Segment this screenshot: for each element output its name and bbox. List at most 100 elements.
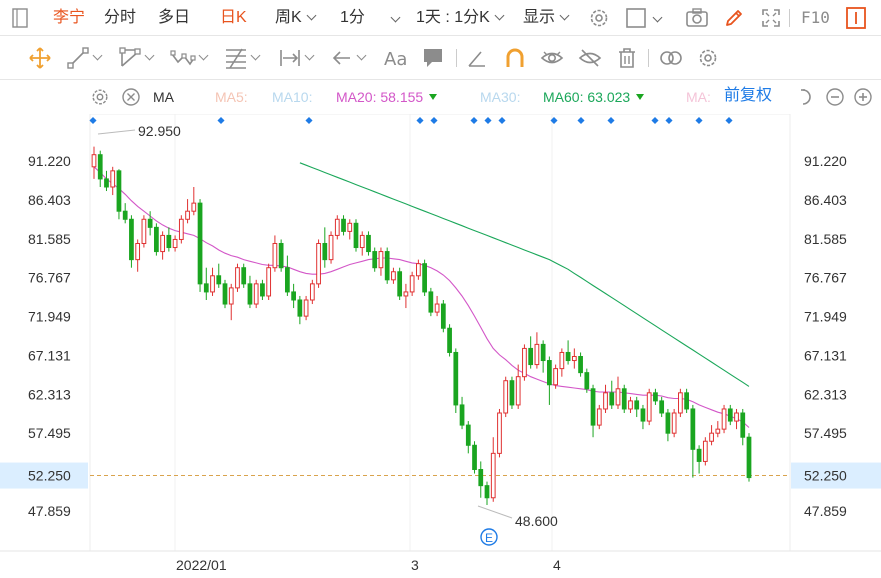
candle[interactable] bbox=[609, 380, 615, 409]
candle[interactable] bbox=[465, 421, 471, 454]
candle[interactable] bbox=[191, 186, 197, 216]
candle[interactable] bbox=[571, 348, 577, 369]
candle[interactable] bbox=[690, 404, 696, 478]
candle[interactable] bbox=[734, 408, 739, 430]
tab-zhouk[interactable]: 周K bbox=[275, 8, 317, 28]
camera-icon[interactable] bbox=[685, 7, 709, 34]
candle[interactable] bbox=[696, 445, 702, 474]
candle[interactable] bbox=[166, 227, 172, 252]
ma60-item[interactable]: MA60: 63.023 bbox=[543, 88, 645, 106]
trash-icon[interactable] bbox=[616, 46, 638, 70]
kline-chart[interactable]: 91.220 86.403 81.585 76.767 71.949 67.131 62.3… bbox=[0, 113, 881, 578]
comment-icon[interactable] bbox=[422, 46, 444, 70]
ma5-label[interactable]: MA5: bbox=[215, 89, 248, 105]
candle[interactable] bbox=[659, 396, 665, 418]
candle[interactable] bbox=[291, 283, 296, 309]
fib-icon[interactable] bbox=[224, 46, 261, 70]
candle[interactable] bbox=[110, 166, 116, 196]
candlesticks[interactable] bbox=[91, 146, 752, 506]
tab-duori[interactable]: 多日 bbox=[158, 9, 191, 26]
event-marker[interactable] bbox=[498, 116, 506, 125]
square-icon[interactable] bbox=[625, 7, 647, 34]
angle-icon[interactable] bbox=[466, 46, 488, 70]
candle[interactable] bbox=[347, 219, 353, 240]
candle[interactable] bbox=[241, 263, 247, 288]
candle[interactable] bbox=[328, 231, 334, 264]
restore-rights-label[interactable]: 前复权 bbox=[724, 87, 773, 104]
segment-icon[interactable] bbox=[66, 46, 103, 70]
candle[interactable] bbox=[253, 279, 259, 309]
candle[interactable] bbox=[228, 283, 234, 321]
candle[interactable] bbox=[322, 227, 328, 268]
candle[interactable] bbox=[628, 396, 633, 414]
event-marker[interactable] bbox=[725, 116, 733, 125]
candle[interactable] bbox=[434, 295, 440, 317]
candle[interactable] bbox=[384, 247, 390, 284]
move-icon[interactable] bbox=[28, 46, 52, 70]
candle[interactable] bbox=[378, 247, 384, 276]
zoom-out-icon[interactable] bbox=[825, 87, 845, 112]
ma-cut-label[interactable]: MA: bbox=[686, 89, 711, 105]
candle[interactable] bbox=[590, 384, 596, 438]
candle[interactable] bbox=[422, 259, 427, 296]
candle[interactable] bbox=[746, 433, 752, 482]
text-icon[interactable]: Aa bbox=[383, 46, 409, 70]
candle[interactable] bbox=[478, 461, 484, 498]
candle[interactable] bbox=[509, 376, 515, 409]
candle[interactable] bbox=[297, 295, 303, 325]
event-marker[interactable] bbox=[89, 116, 97, 125]
candle[interactable] bbox=[353, 219, 359, 252]
chevron-down-icon[interactable] bbox=[652, 12, 663, 23]
candle[interactable] bbox=[727, 404, 733, 426]
candle[interactable] bbox=[266, 263, 272, 300]
f10-button[interactable]: F10 bbox=[801, 8, 830, 27]
candle[interactable] bbox=[391, 267, 396, 284]
event-badge[interactable]: E bbox=[480, 528, 498, 546]
candle[interactable] bbox=[334, 215, 340, 240]
candle[interactable] bbox=[665, 408, 671, 442]
candle[interactable] bbox=[640, 404, 646, 430]
candle[interactable] bbox=[453, 348, 459, 414]
event-marker[interactable] bbox=[470, 116, 478, 125]
candle[interactable] bbox=[135, 239, 141, 272]
candle[interactable] bbox=[178, 215, 184, 244]
event-marker[interactable] bbox=[305, 116, 313, 125]
expand-icon[interactable] bbox=[760, 7, 782, 34]
candle[interactable] bbox=[235, 263, 240, 292]
gear-icon[interactable] bbox=[90, 87, 110, 112]
candle[interactable] bbox=[147, 211, 153, 236]
candle[interactable] bbox=[634, 396, 640, 418]
candle[interactable] bbox=[678, 388, 683, 418]
candle[interactable] bbox=[116, 169, 122, 220]
candle[interactable] bbox=[578, 352, 583, 377]
candle[interactable] bbox=[621, 384, 627, 414]
candle[interactable] bbox=[721, 404, 727, 434]
candle[interactable] bbox=[129, 215, 134, 268]
candle[interactable] bbox=[490, 437, 496, 502]
candle[interactable] bbox=[646, 388, 652, 426]
candle[interactable] bbox=[303, 295, 309, 321]
link-icon[interactable] bbox=[658, 46, 684, 70]
candle[interactable] bbox=[565, 340, 571, 365]
candle[interactable] bbox=[185, 199, 190, 224]
candle[interactable] bbox=[91, 146, 97, 179]
candle[interactable] bbox=[615, 376, 621, 409]
candle[interactable] bbox=[740, 408, 746, 446]
candle[interactable] bbox=[316, 239, 321, 288]
candle[interactable] bbox=[447, 324, 452, 357]
candle[interactable] bbox=[285, 255, 290, 296]
magnet-icon[interactable] bbox=[503, 46, 527, 70]
candle[interactable] bbox=[359, 231, 365, 256]
zoom-in-icon[interactable] bbox=[853, 87, 873, 112]
candle[interactable] bbox=[172, 235, 178, 252]
chevron-down-icon[interactable] bbox=[390, 12, 401, 23]
candle[interactable] bbox=[428, 287, 434, 317]
candle[interactable] bbox=[534, 332, 540, 369]
candle[interactable] bbox=[702, 437, 708, 466]
candle[interactable] bbox=[216, 263, 222, 288]
candle[interactable] bbox=[528, 336, 534, 369]
stock-name[interactable]: 李宁 bbox=[53, 9, 86, 26]
ma-label[interactable]: MA bbox=[153, 89, 174, 105]
gear-icon[interactable] bbox=[697, 46, 719, 70]
tab-rik[interactable]: 日K bbox=[220, 9, 247, 26]
